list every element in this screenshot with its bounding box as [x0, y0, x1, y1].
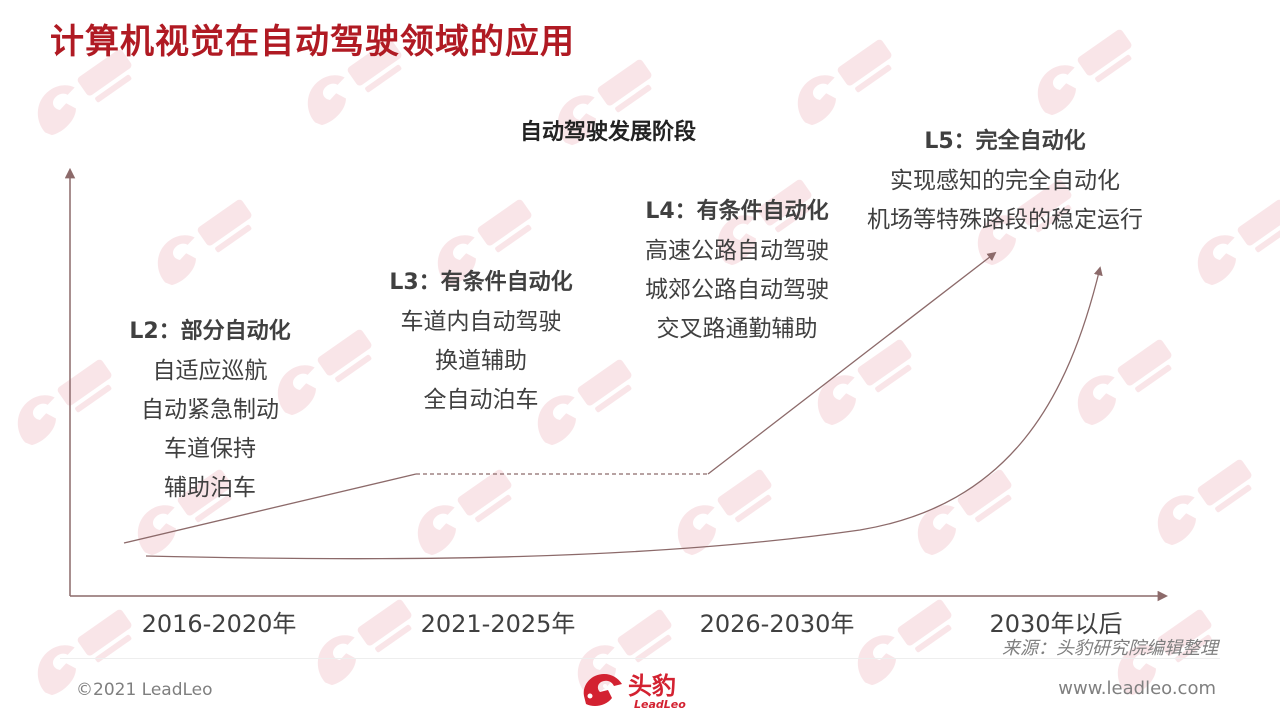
- stage-l5: L5：完全自动化 实现感知的完全自动化 机场等特殊路段的稳定运行: [867, 122, 1143, 240]
- stage-heading: L4：有条件自动化: [645, 199, 829, 224]
- diagram-title: 自动驾驶发展阶段: [519, 120, 697, 145]
- stage-item: 全自动泊车: [423, 387, 539, 413]
- stage-heading: L3：有条件自动化: [389, 270, 573, 295]
- logo-text: 头豹: [628, 672, 676, 700]
- stage-item: 换道辅助: [434, 348, 527, 374]
- logo-subtext: LeadLeo: [634, 698, 686, 711]
- stage-item: 车道内自动驾驶: [400, 309, 562, 335]
- page-title: 计算机视觉在自动驾驶领域的应用: [50, 22, 575, 62]
- stage-item: 辅助泊车: [163, 475, 256, 501]
- growth-curve: [145, 266, 1103, 560]
- copyright-text: ©2021 LeadLeo: [76, 680, 213, 700]
- stage-item: 高速公路自动驾驶: [645, 238, 829, 264]
- period-label: 2026-2030年: [699, 610, 855, 638]
- stage-l4: L4：有条件自动化 高速公路自动驾驶 城郊公路自动驾驶 交叉路通勤辅助: [645, 192, 829, 349]
- stage-heading: L5：完全自动化: [924, 129, 1086, 154]
- stage-l2: L2：部分自动化 自适应巡航 自动紧急制动 车道保持 辅助泊车: [129, 312, 290, 508]
- stage-l3: L3：有条件自动化 车道内自动驾驶 换道辅助 全自动泊车: [389, 263, 572, 420]
- footer-divider: [60, 658, 1220, 659]
- period-label: 2030年以后: [989, 610, 1123, 638]
- stage-line-l2-l3: [123, 473, 417, 544]
- stage-item: 自动紧急制动: [140, 397, 279, 423]
- website-url[interactable]: www.leadleo.com: [1058, 678, 1216, 699]
- period-label: 2021-2025年: [420, 610, 576, 638]
- stage-item: 自适应巡航: [152, 358, 268, 384]
- stage-item: 车道保持: [163, 436, 256, 462]
- period-label: 2016-2020年: [141, 610, 297, 638]
- stage-item: 机场等特殊路段的稳定运行: [867, 207, 1143, 233]
- stage-item: 实现感知的完全自动化: [890, 168, 1120, 194]
- stage-item: 交叉路通勤辅助: [656, 316, 818, 342]
- stage-line-l4-l5: [707, 251, 997, 475]
- brand-logo: 头豹 LeadLeo: [578, 664, 708, 718]
- leopard-head-icon: [583, 674, 622, 706]
- source-note: 来源：头豹研究院编辑整理: [1002, 638, 1218, 659]
- stage-heading: L2：部分自动化: [129, 319, 291, 344]
- stage-item: 城郊公路自动驾驶: [645, 277, 829, 303]
